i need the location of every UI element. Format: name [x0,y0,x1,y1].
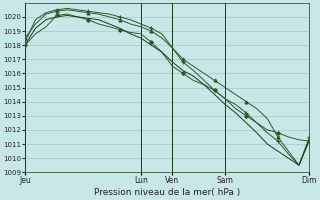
X-axis label: Pression niveau de la mer( hPa ): Pression niveau de la mer( hPa ) [94,188,240,197]
